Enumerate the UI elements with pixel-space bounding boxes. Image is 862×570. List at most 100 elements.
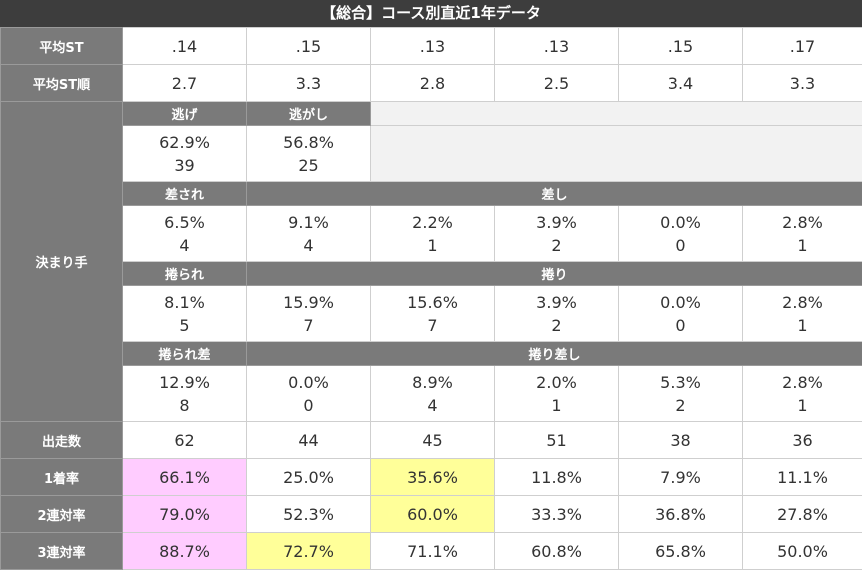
makuri-sashi-lane-6: 2.8%1 bbox=[743, 366, 862, 422]
win-rate-lane-4: 11.8% bbox=[495, 459, 619, 496]
win-rate-lane-3: 35.6% bbox=[371, 459, 495, 496]
makuri-lane-3: 15.6%7 bbox=[371, 286, 495, 342]
avg-st-rank-lane-6: 3.3 bbox=[743, 65, 862, 102]
avg-st-label: 平均ST bbox=[1, 28, 123, 65]
nigashi-count: 25 bbox=[247, 154, 370, 177]
makuri-sashi-pct: 2.8% bbox=[743, 371, 862, 394]
makurare-count: 5 bbox=[123, 314, 246, 337]
makuri-sashi-count: 2 bbox=[619, 394, 742, 417]
sashi-count: 4 bbox=[247, 234, 370, 257]
sashi-lane-6: 2.8%1 bbox=[743, 206, 862, 262]
avg-st-lane-5: .15 bbox=[619, 28, 743, 65]
makuri-pct: 2.8% bbox=[743, 291, 862, 314]
makurare-label: 捲られ bbox=[123, 262, 247, 286]
makurare-sashi-value: 12.9%8 bbox=[123, 366, 247, 422]
makuri-lane-6: 2.8%1 bbox=[743, 286, 862, 342]
page-title: 【総合】コース別直近1年データ bbox=[0, 0, 862, 27]
nigashi-value: 56.8%25 bbox=[247, 126, 371, 182]
top2-rate-label: 2連対率 bbox=[1, 496, 123, 533]
top3-rate-row: 3連対率 88.7% 72.7% 71.1% 60.8% 65.8% 50.0% bbox=[1, 533, 862, 570]
sashi-count: 1 bbox=[371, 234, 494, 257]
makuri-lane-2: 15.9%7 bbox=[247, 286, 371, 342]
kimarite-nige-header-row: 決まり手 逃げ 逃がし bbox=[1, 102, 862, 126]
sasare-pct: 6.5% bbox=[123, 211, 246, 234]
kimarite-label: 決まり手 bbox=[1, 102, 123, 422]
avg-st-lane-4: .13 bbox=[495, 28, 619, 65]
makuri-sashi-pct: 0.0% bbox=[247, 371, 370, 394]
makurare-value: 8.1%5 bbox=[123, 286, 247, 342]
makuri-count: 1 bbox=[743, 314, 862, 337]
starts-lane-4: 51 bbox=[495, 422, 619, 459]
makuri-sashi-count: 4 bbox=[371, 394, 494, 417]
top3-rate-lane-6: 50.0% bbox=[743, 533, 862, 570]
starts-label: 出走数 bbox=[1, 422, 123, 459]
nigashi-pct: 56.8% bbox=[247, 131, 370, 154]
sashi-pct: 3.9% bbox=[495, 211, 618, 234]
makurare-sashi-count: 8 bbox=[123, 394, 246, 417]
avg-st-rank-label: 平均ST順 bbox=[1, 65, 123, 102]
top2-rate-lane-4: 33.3% bbox=[495, 496, 619, 533]
sasare-value: 6.5%4 bbox=[123, 206, 247, 262]
sashi-label: 差し bbox=[247, 182, 862, 206]
makuri-sashi-count: 0 bbox=[247, 394, 370, 417]
kimarite-makuri-value-row: 8.1%5 15.9%7 15.6%7 3.9%2 0.0%0 2.8%1 bbox=[1, 286, 862, 342]
makuri-sashi-lane-2: 0.0%0 bbox=[247, 366, 371, 422]
sashi-pct: 0.0% bbox=[619, 211, 742, 234]
makuri-sashi-count: 1 bbox=[495, 394, 618, 417]
win-rate-lane-5: 7.9% bbox=[619, 459, 743, 496]
nige-value: 62.9%39 bbox=[123, 126, 247, 182]
makurare-pct: 8.1% bbox=[123, 291, 246, 314]
kimarite-nige-value-row: 62.9%39 56.8%25 bbox=[1, 126, 862, 182]
makurare-sashi-label: 捲られ差 bbox=[123, 342, 247, 366]
top3-rate-lane-4: 60.8% bbox=[495, 533, 619, 570]
win-rate-lane-2: 25.0% bbox=[247, 459, 371, 496]
makuri-sashi-lane-5: 5.3%2 bbox=[619, 366, 743, 422]
top2-rate-row: 2連対率 79.0% 52.3% 60.0% 33.3% 36.8% 27.8% bbox=[1, 496, 862, 533]
starts-lane-3: 45 bbox=[371, 422, 495, 459]
top2-rate-lane-5: 36.8% bbox=[619, 496, 743, 533]
makuri-sashi-pct: 2.0% bbox=[495, 371, 618, 394]
makuri-sashi-pct: 8.9% bbox=[371, 371, 494, 394]
kimarite-makuri-header-row: 捲られ 捲り bbox=[1, 262, 862, 286]
starts-lane-1: 62 bbox=[123, 422, 247, 459]
kimarite-sashi-header-row: 差され 差し bbox=[1, 182, 862, 206]
makuri-sashi-lane-3: 8.9%4 bbox=[371, 366, 495, 422]
makuri-pct: 3.9% bbox=[495, 291, 618, 314]
win-rate-label: 1着率 bbox=[1, 459, 123, 496]
avg-st-lane-6: .17 bbox=[743, 28, 862, 65]
top3-rate-label: 3連対率 bbox=[1, 533, 123, 570]
makuri-sashi-lane-4: 2.0%1 bbox=[495, 366, 619, 422]
course-stats-table: 平均ST .14 .15 .13 .13 .15 .17 平均ST順 2.7 3… bbox=[0, 27, 862, 570]
sashi-pct: 9.1% bbox=[247, 211, 370, 234]
avg-st-rank-lane-3: 2.8 bbox=[371, 65, 495, 102]
makuri-sashi-count: 1 bbox=[743, 394, 862, 417]
kimarite-sashi-value-row: 6.5%4 9.1%4 2.2%1 3.9%2 0.0%0 2.8%1 bbox=[1, 206, 862, 262]
top2-rate-lane-3: 60.0% bbox=[371, 496, 495, 533]
starts-lane-6: 36 bbox=[743, 422, 862, 459]
top2-rate-lane-6: 27.8% bbox=[743, 496, 862, 533]
avg-st-lane-2: .15 bbox=[247, 28, 371, 65]
nige-label: 逃げ bbox=[123, 102, 247, 126]
nige-value-blank bbox=[371, 126, 862, 182]
top2-rate-lane-1: 79.0% bbox=[123, 496, 247, 533]
sasare-count: 4 bbox=[123, 234, 246, 257]
sashi-pct: 2.2% bbox=[371, 211, 494, 234]
starts-lane-5: 38 bbox=[619, 422, 743, 459]
nige-count: 39 bbox=[123, 154, 246, 177]
avg-st-row: 平均ST .14 .15 .13 .13 .15 .17 bbox=[1, 28, 862, 65]
avg-st-rank-lane-5: 3.4 bbox=[619, 65, 743, 102]
top3-rate-lane-1: 88.7% bbox=[123, 533, 247, 570]
win-rate-lane-6: 11.1% bbox=[743, 459, 862, 496]
starts-lane-2: 44 bbox=[247, 422, 371, 459]
win-rate-row: 1着率 66.1% 25.0% 35.6% 11.8% 7.9% 11.1% bbox=[1, 459, 862, 496]
makuri-label: 捲り bbox=[247, 262, 862, 286]
nige-blank bbox=[371, 102, 862, 126]
sashi-count: 1 bbox=[743, 234, 862, 257]
top2-rate-lane-2: 52.3% bbox=[247, 496, 371, 533]
nige-pct: 62.9% bbox=[123, 131, 246, 154]
makuri-count: 0 bbox=[619, 314, 742, 337]
sasare-label: 差され bbox=[123, 182, 247, 206]
avg-st-rank-lane-4: 2.5 bbox=[495, 65, 619, 102]
top3-rate-lane-3: 71.1% bbox=[371, 533, 495, 570]
makuri-count: 2 bbox=[495, 314, 618, 337]
